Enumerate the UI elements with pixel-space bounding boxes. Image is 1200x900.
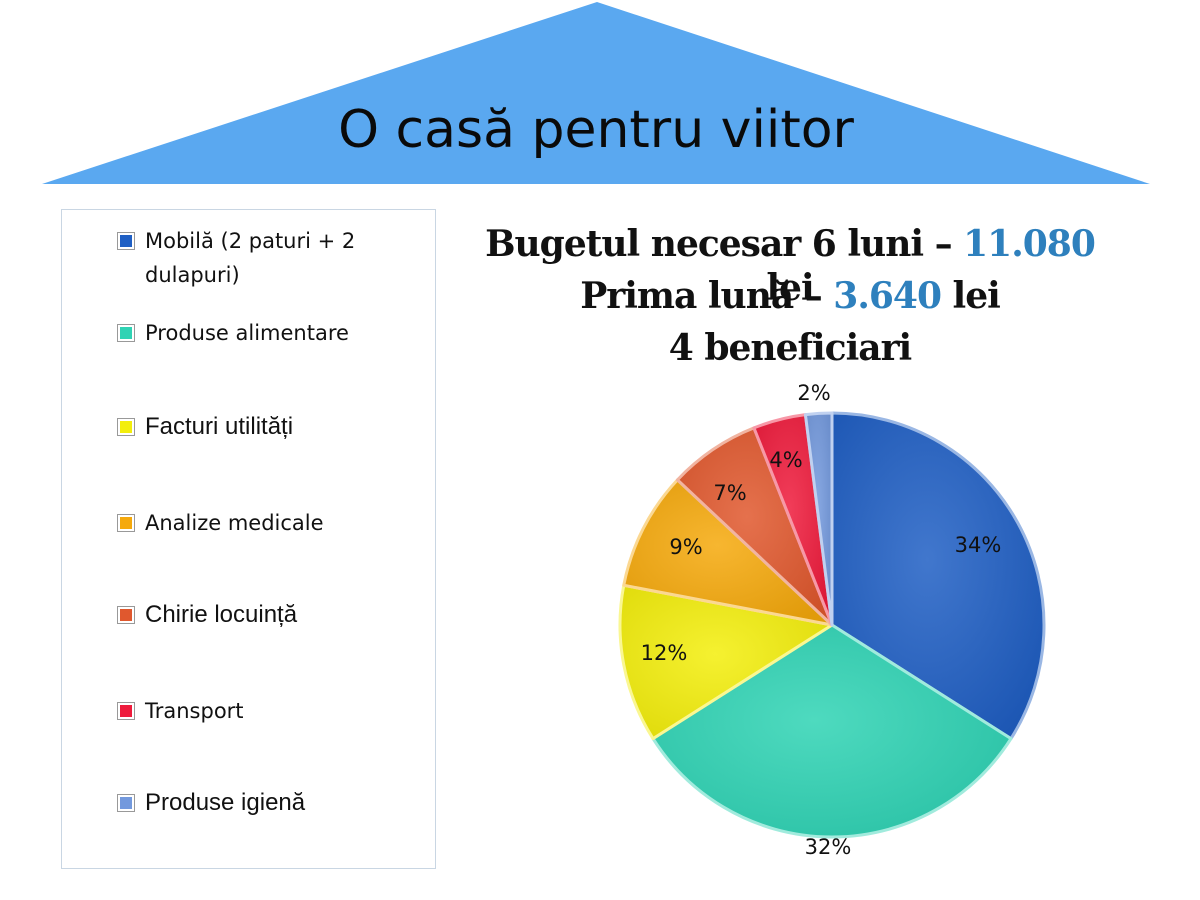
legend-item-mobila: Mobilă (2 paturi + 2 dulapuri) <box>117 224 419 292</box>
legend-item-transport: Transport <box>117 694 419 728</box>
pie-data-label-5: 4% <box>769 448 802 472</box>
pie-data-label-3: 9% <box>669 535 702 559</box>
budget-total-suffix: lei <box>766 267 814 309</box>
budget-first-month-prefix: Prima lună – <box>580 275 834 317</box>
pie-data-label-1: 32% <box>805 835 852 859</box>
legend-swatch <box>117 324 135 342</box>
pie-slice-6 <box>803 411 834 627</box>
budget-total-prefix: Bugetul necesar 6 luni – <box>485 223 964 265</box>
pie-data-label-4: 7% <box>713 481 746 505</box>
legend-label: Analize medicale <box>145 511 324 535</box>
legend-swatch <box>117 702 135 720</box>
pie-slice-2 <box>618 583 834 741</box>
legend-item-chirie-locuinta: Chirie locuință <box>117 598 419 632</box>
legend-swatch <box>117 418 135 436</box>
legend-item-produse-igiena: Produse igienă <box>117 786 419 820</box>
legend-label: Chirie locuință <box>145 601 298 628</box>
pie-data-label-6: 2% <box>797 381 830 405</box>
legend-swatch <box>117 232 135 250</box>
legend-item-analize-medicale: Analize medicale <box>117 506 419 540</box>
page-title: O casă pentru viitor <box>338 100 854 160</box>
legend-swatch <box>117 606 135 624</box>
budget-first-month-line: Prima lună – 3.640 lei <box>460 274 1120 318</box>
chart-legend: Mobilă (2 paturi + 2 dulapuri) Produse a… <box>61 209 436 869</box>
beneficiaries-line: 4 beneficiari <box>668 327 912 369</box>
pie-slice-1 <box>651 623 1013 839</box>
pie-data-label-0: 34% <box>955 533 1002 557</box>
legend-swatch <box>117 794 135 812</box>
pie-data-label-2: 12% <box>641 641 688 665</box>
legend-item-facturi-utilitati: Facturi utilități <box>117 410 419 444</box>
budget-total-line: Bugetul necesar 6 luni – 11.080 lei <box>460 222 1120 310</box>
legend-label: Facturi utilități <box>145 413 294 440</box>
legend-item-produse-alimentare: Produse alimentare <box>117 316 419 350</box>
legend-label: Produse igienă <box>145 789 306 816</box>
legend-label: Transport <box>145 699 244 723</box>
pie-slice-3 <box>622 478 834 627</box>
budget-total-amount: 11.080 <box>963 223 1096 265</box>
legend-label: Produse alimentare <box>145 321 349 345</box>
budget-first-month-amount: 3.640 <box>833 275 942 317</box>
legend-label: Mobilă (2 paturi + 2 dulapuri) <box>145 229 356 287</box>
pie-chart: 34% 32% 12% 9% 7% 4% 2% <box>618 381 1046 859</box>
legend-swatch <box>117 514 135 532</box>
roof-banner <box>42 2 1150 184</box>
budget-first-month-suffix: lei <box>941 275 1001 317</box>
